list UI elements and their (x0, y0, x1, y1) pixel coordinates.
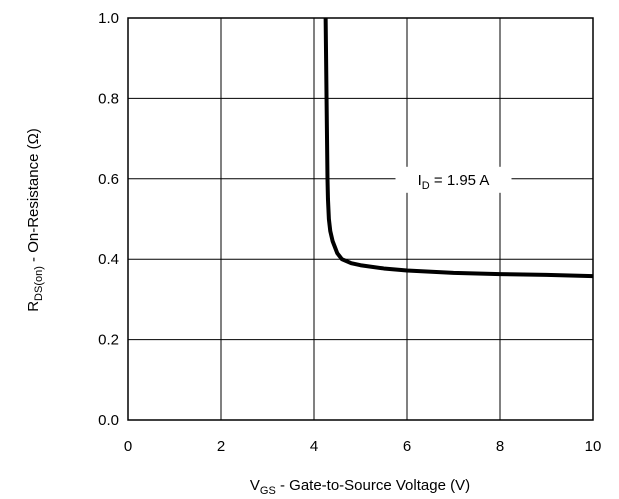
x-axis-label: VGS - Gate-to-Source Voltage (V) (250, 477, 470, 497)
y-axis-label: RDS(on) - On-Resistance (Ω) (25, 128, 45, 312)
series-group (323, 17, 594, 279)
grid (128, 18, 593, 420)
x-tick-label: 10 (585, 438, 602, 455)
annotation-label: ID = 1.95 A (418, 172, 490, 192)
series-line (323, 17, 594, 279)
x-tick-label: 6 (403, 438, 411, 455)
y-tick-label: 0.0 (98, 412, 119, 429)
y-tick-label: 1.0 (98, 10, 119, 27)
x-tick-label: 2 (217, 438, 225, 455)
annotations: ID = 1.95 A (395, 166, 512, 193)
annotation-background (395, 166, 512, 193)
y-tick-label: 0.4 (98, 251, 119, 268)
y-tick-label: 0.8 (98, 90, 119, 107)
y-tick-label: 0.6 (98, 171, 119, 188)
x-tick-label: 8 (496, 438, 504, 455)
y-tick-label: 0.2 (98, 332, 119, 349)
plot-frame (127, 17, 594, 421)
x-tick-label: 4 (310, 438, 318, 455)
y-axis: 0.0 0.2 0.4 0.6 0.8 1.0 (98, 10, 119, 429)
x-tick-label: 0 (124, 438, 132, 455)
x-axis: 0 2 4 6 8 10 (124, 438, 602, 455)
